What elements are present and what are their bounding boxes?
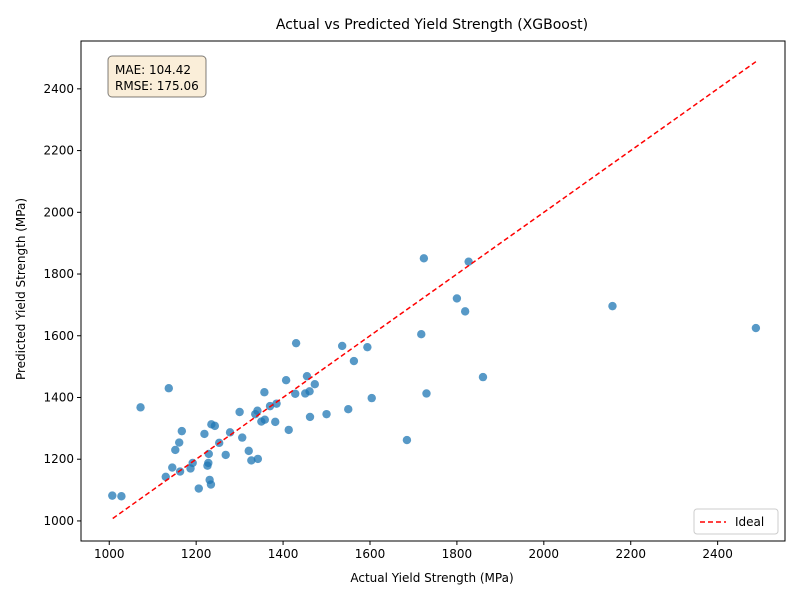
data-point — [247, 456, 256, 465]
x-tick-label: 1600 — [355, 547, 386, 561]
data-point — [260, 415, 270, 424]
stats-mae: MAE: 104.42 — [115, 63, 191, 77]
y-tick-label: 1000 — [43, 514, 74, 528]
data-point — [244, 446, 253, 456]
data-point — [175, 467, 185, 476]
data-point — [608, 301, 617, 311]
data-point — [464, 257, 473, 266]
stats-rmse: RMSE: 175.06 — [115, 79, 199, 93]
data-point — [344, 405, 353, 414]
data-point — [419, 254, 429, 263]
data-point — [175, 438, 184, 447]
y-tick-label: 1200 — [43, 452, 74, 466]
data-point — [460, 307, 470, 316]
data-point — [337, 341, 347, 351]
x-tick-label: 1800 — [442, 547, 473, 561]
data-point — [367, 393, 376, 403]
data-point — [168, 463, 177, 472]
y-tick-label: 1400 — [43, 390, 74, 404]
plot-frame — [80, 40, 786, 542]
data-point — [235, 407, 244, 417]
data-point — [136, 403, 145, 412]
data-point — [452, 294, 462, 303]
y-axis-label: Predicted Yield Strength (MPa) — [14, 198, 28, 380]
data-point — [238, 433, 247, 442]
data-point — [291, 338, 301, 348]
data-point — [260, 388, 269, 397]
data-point — [478, 372, 488, 382]
data-point — [204, 449, 213, 459]
data-point — [291, 389, 300, 398]
data-point — [349, 356, 359, 366]
y-tick-label: 2200 — [43, 144, 74, 158]
x-tick-label: 2400 — [702, 547, 733, 561]
data-point — [206, 480, 216, 489]
x-axis-ticks: 1000 1200 1400 1600 1800 2000 2200 2400 — [94, 541, 733, 561]
data-point — [322, 409, 331, 419]
data-point — [210, 421, 220, 431]
stats-box: MAE: 104.42 RMSE: 175.06 — [107, 55, 207, 98]
x-tick-label: 2000 — [529, 547, 560, 561]
data-point — [200, 429, 209, 439]
data-point — [161, 472, 170, 482]
data-point — [284, 425, 293, 435]
legend-box — [693, 508, 779, 535]
y-tick-label: 1600 — [43, 329, 74, 343]
y-tick-label: 2000 — [43, 205, 74, 219]
data-point — [271, 417, 280, 427]
chart-title: Actual vs Predicted Yield Strength (XGBo… — [276, 17, 588, 33]
data-point — [253, 406, 262, 415]
data-point — [221, 450, 230, 460]
plot-content — [108, 61, 761, 520]
x-tick-label: 1400 — [268, 547, 299, 561]
data-point — [281, 375, 291, 385]
x-axis-label: Actual Yield Strength (MPa) — [350, 571, 513, 585]
data-point — [194, 484, 203, 493]
data-point — [422, 389, 431, 398]
x-tick-label: 1000 — [94, 547, 125, 561]
data-point — [305, 412, 315, 422]
data-point — [108, 491, 117, 500]
data-point — [204, 458, 213, 468]
x-tick-label: 1200 — [181, 547, 212, 561]
data-point — [272, 399, 281, 408]
data-point — [751, 323, 761, 333]
data-point — [310, 380, 319, 389]
data-point — [117, 492, 126, 501]
data-point — [363, 342, 372, 352]
data-point — [253, 454, 263, 464]
data-point — [171, 445, 180, 455]
legend-ideal-label: Ideal — [735, 515, 764, 529]
y-tick-label: 2400 — [43, 82, 74, 96]
data-point — [177, 426, 187, 436]
data-point — [417, 330, 426, 339]
stats-box-background — [107, 55, 207, 98]
x-tick-label: 2200 — [615, 547, 646, 561]
ideal-line — [112, 61, 757, 520]
y-tick-label: 1800 — [43, 267, 74, 281]
data-point — [164, 384, 173, 393]
legend: Ideal — [693, 508, 779, 535]
data-point — [402, 435, 412, 445]
y-axis-ticks: 1000 1200 1400 1600 1800 2000 2200 2400 — [43, 82, 81, 528]
data-point — [305, 387, 314, 396]
data-point — [188, 458, 197, 468]
